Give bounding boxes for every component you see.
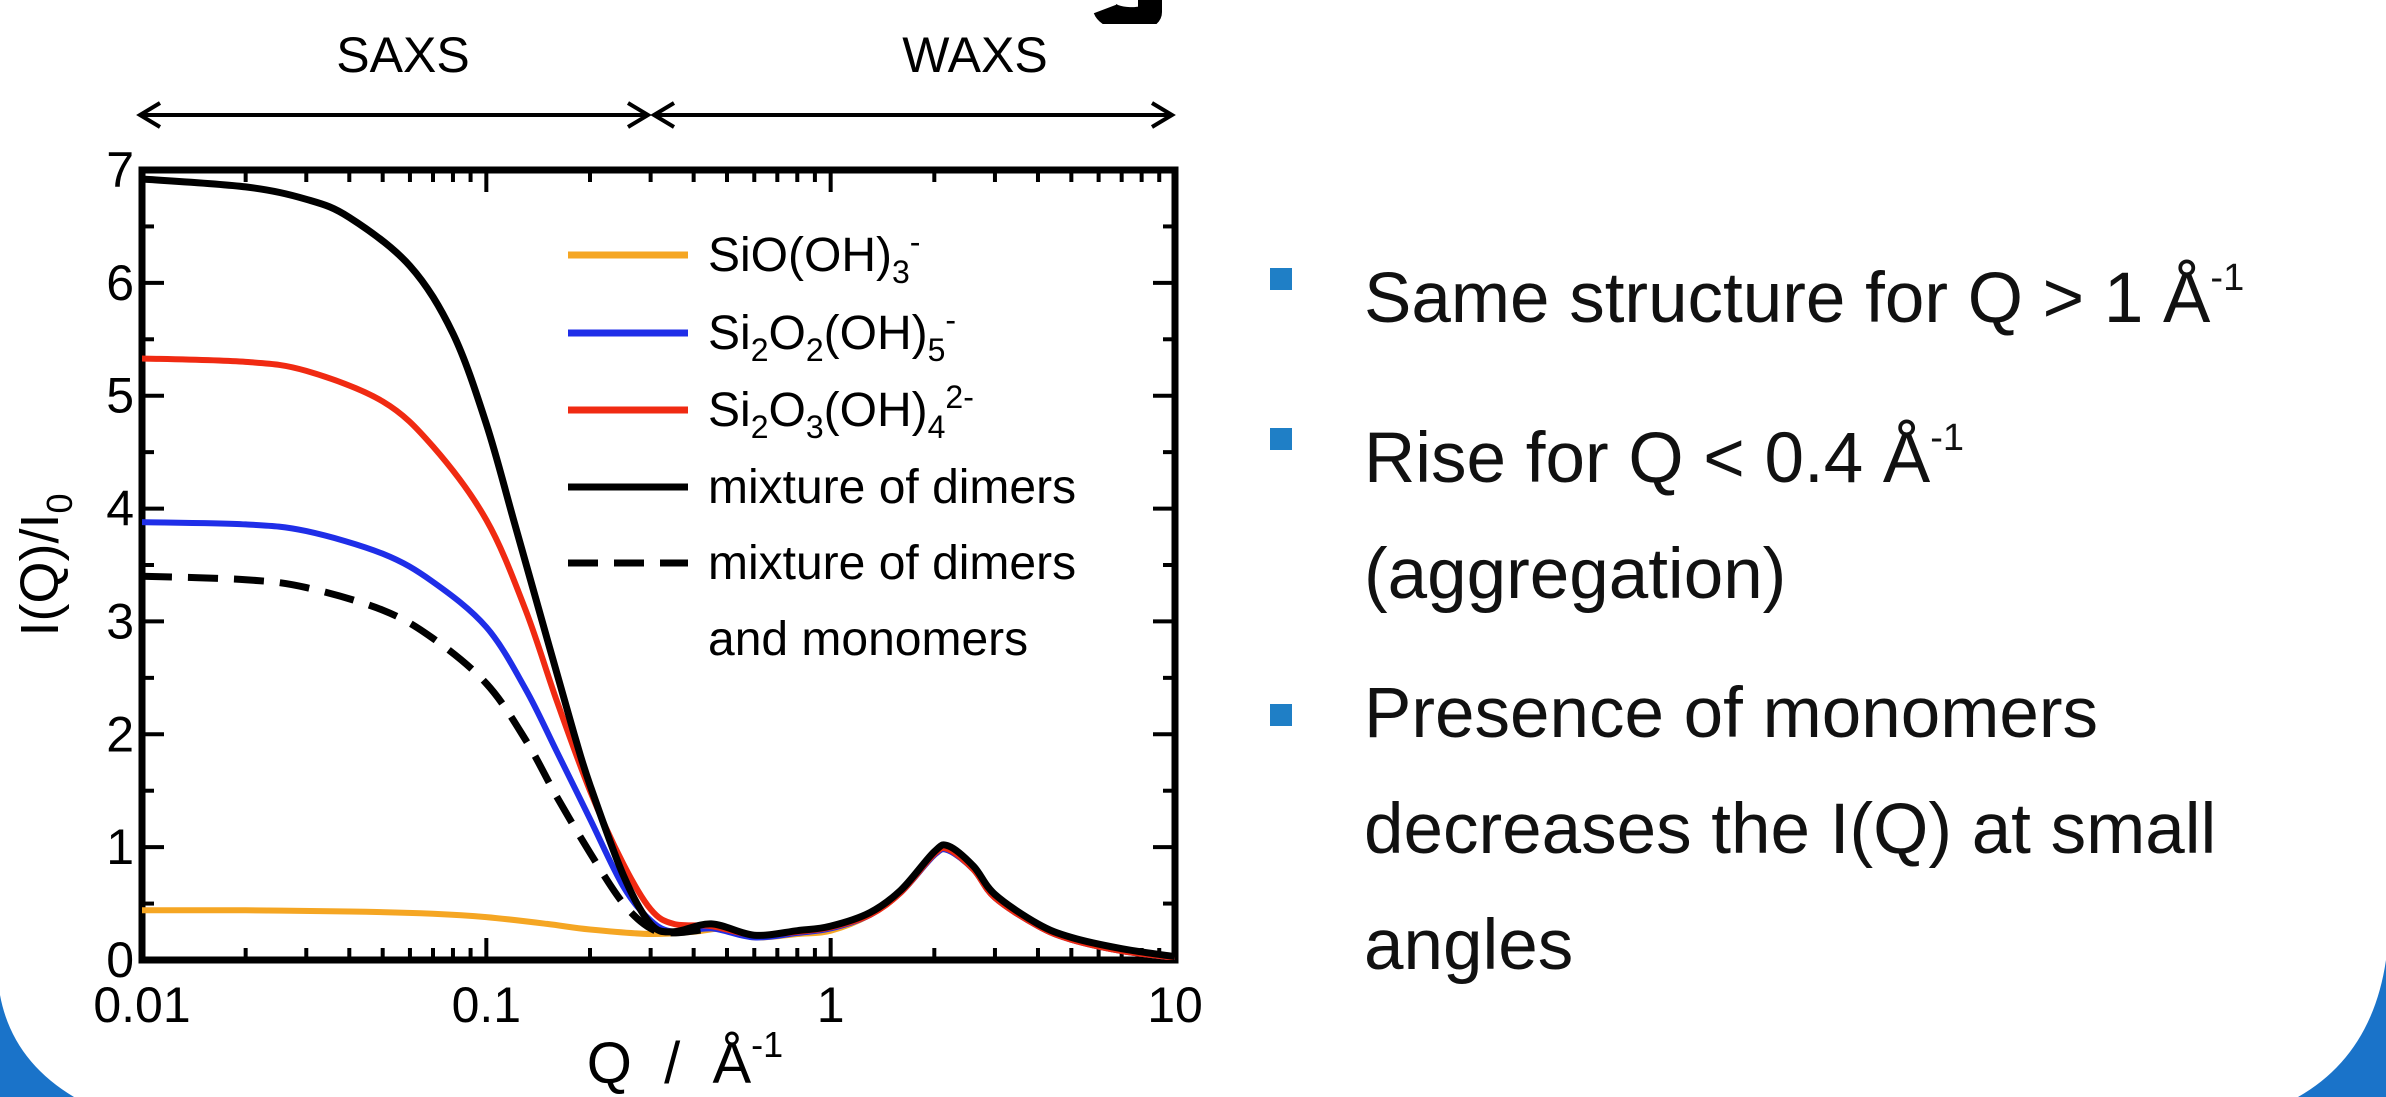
saxs-arrow: [136, 101, 652, 129]
bullet-text-main: Rise for Q < 0.4 Å: [1364, 419, 1931, 498]
axis-tick-labels: 0.01 0.1 1 10 0 1 2 3 4 5 6 7: [93, 142, 1202, 1033]
y-tick-label: 6: [106, 255, 134, 311]
bullet-text: Presence of monomers decreases the I(Q) …: [1364, 674, 2217, 985]
y-tick-label: 1: [106, 819, 134, 875]
axis-ticks: [140, 168, 1175, 962]
bullet-item: Presence of monomers decreases the I(Q) …: [1260, 656, 2360, 1004]
x-tick-label: 10: [1147, 977, 1203, 1033]
slide-frame-corner-right: [2298, 960, 2386, 1097]
legend-label-part: Si: [708, 307, 751, 360]
legend-label-part: 3: [806, 409, 824, 445]
x-axis-title-sup: -1: [751, 1024, 783, 1065]
y-tick-label: 0: [106, 932, 134, 988]
y-axis-title-sub: 0: [39, 493, 80, 513]
legend-label-part: 2-: [945, 379, 973, 415]
legend-label-part: (OH): [824, 384, 928, 437]
bullet-marker: [1270, 268, 1292, 290]
saxs-label: SAXS: [336, 27, 469, 83]
series-line: [142, 175, 1175, 960]
x-tick-label: 0.01: [93, 977, 190, 1033]
bullet-text: Rise for Q < 0.4 Å-1 (aggregation): [1364, 380, 2360, 633]
legend-label: Si2O2(OH)5-: [708, 302, 956, 368]
bullet-text: Same structure for Q > 1 Å-1: [1364, 220, 2360, 357]
bullet-text-sup: -1: [1930, 417, 1965, 459]
y-tick-label: 3: [106, 593, 134, 649]
legend-label: mixture of dimers: [708, 537, 1076, 590]
x-axis-title: Q / Å-1: [587, 1024, 783, 1096]
legend-label-part: O: [768, 384, 805, 437]
legend-label: and monomers: [708, 613, 1028, 666]
legend-label-part: (OH): [824, 307, 928, 360]
slide-frame-corner-left: [0, 995, 74, 1097]
bullet-text-sup: -1: [2210, 257, 2245, 299]
legend-label-part: SiO(OH): [708, 229, 892, 282]
y-tick-label: 2: [106, 706, 134, 762]
legend-label-part: and monomers: [708, 613, 1028, 666]
bullet-text-continued: (aggregation): [1364, 535, 1787, 614]
legend-label-part: O: [768, 307, 805, 360]
x-tick-label: 0.1: [452, 977, 522, 1033]
legend-label-part: 2: [751, 332, 769, 368]
legend-label-part: 5: [928, 332, 946, 368]
series-lines: [142, 175, 1175, 960]
legend-label-part: mixture of dimers: [708, 537, 1076, 590]
bullet-list: Same structure for Q > 1 Å-1 Rise for Q …: [1260, 220, 2360, 1027]
x-axis-title-text: Q / Å: [587, 1031, 752, 1096]
legend: SiO(OH)3-Si2O2(OH)5-Si2O3(OH)42-mixture …: [568, 224, 1076, 666]
legend-label: mixture of dimers: [708, 461, 1076, 514]
waxs-label: WAXS: [902, 27, 1047, 83]
bullet-item: Same structure for Q > 1 Å-1: [1260, 220, 2360, 357]
y-axis-title-text: I(Q)/I: [10, 514, 70, 637]
y-axis-title: I(Q)/I0: [10, 493, 80, 636]
legend-label: Si2O3(OH)42-: [708, 379, 974, 445]
legend-label-part: Si: [708, 384, 751, 437]
x-tick-label: 1: [817, 977, 845, 1033]
bullet-item: Rise for Q < 0.4 Å-1 (aggregation): [1260, 380, 2360, 633]
legend-label: SiO(OH)3-: [708, 224, 920, 290]
legend-label-part: -: [910, 224, 921, 260]
legend-label-part: 4: [928, 409, 946, 445]
legend-label-part: 2: [751, 409, 769, 445]
y-tick-label: 4: [106, 481, 134, 537]
legend-label-part: mixture of dimers: [708, 461, 1076, 514]
bullet-text-main: Same structure for Q > 1 Å: [1364, 259, 2211, 338]
legend-label-part: 2: [806, 332, 824, 368]
legend-label-part: -: [945, 302, 956, 338]
bullet-marker: [1270, 428, 1292, 450]
legend-label-part: 3: [892, 254, 910, 290]
y-tick-label: 7: [106, 142, 134, 198]
bullet-marker: [1270, 704, 1292, 726]
y-tick-label: 5: [106, 368, 134, 424]
plot-area: [138, 166, 1179, 964]
waxs-arrow: [650, 101, 1176, 129]
title-fragment: [1093, 0, 1162, 24]
